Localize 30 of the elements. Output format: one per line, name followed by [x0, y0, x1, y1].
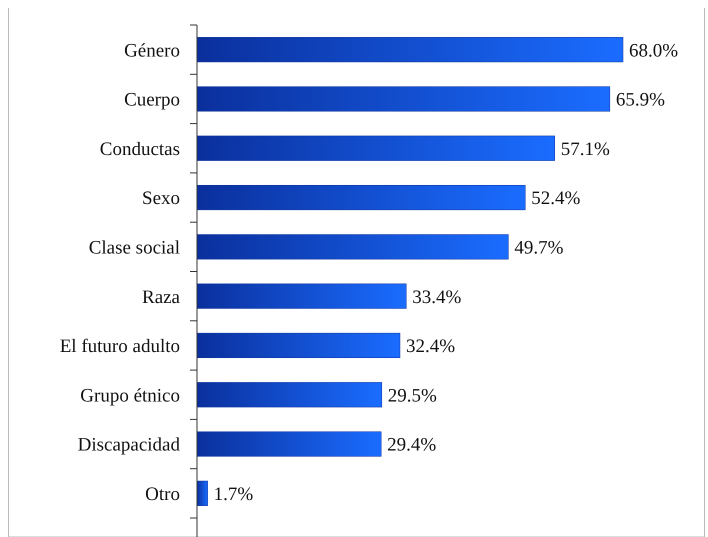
data-label: 29.5% [388, 385, 438, 406]
y-tick-label: Grupo étnico [80, 385, 180, 406]
bar [196, 37, 624, 62]
bar [196, 184, 526, 210]
bar [196, 332, 400, 358]
data-label: 29.4% [387, 434, 436, 456]
data-label: 68.0% [629, 40, 678, 62]
y-tick-label: Sexo [142, 188, 180, 210]
bar [196, 284, 406, 309]
bar [196, 480, 208, 506]
bar [196, 86, 610, 112]
y-tick-label: Raza [142, 286, 181, 308]
y-tick-label: Discapacidad [78, 434, 180, 456]
data-label: 49.7% [514, 238, 564, 258]
bar [196, 136, 555, 161]
data-label: 1.7% [214, 484, 254, 505]
data-label: 33.4% [412, 286, 462, 308]
y-tick-label: Otro [145, 484, 180, 505]
data-label: 65.9% [616, 90, 666, 111]
y-tick-label: El futuro adulto [60, 336, 180, 358]
y-tick-label: Conductas [100, 138, 180, 160]
data-label: 32.4% [406, 336, 456, 358]
y-tick-label: Género [124, 40, 180, 62]
bar [196, 431, 382, 457]
data-label: 57.1% [560, 138, 610, 160]
bar [196, 234, 509, 260]
y-tick-label: Clase social [88, 238, 180, 258]
bar [196, 382, 382, 408]
data-label: 52.4% [531, 188, 581, 210]
y-tick-label: Cuerpo [124, 90, 180, 111]
